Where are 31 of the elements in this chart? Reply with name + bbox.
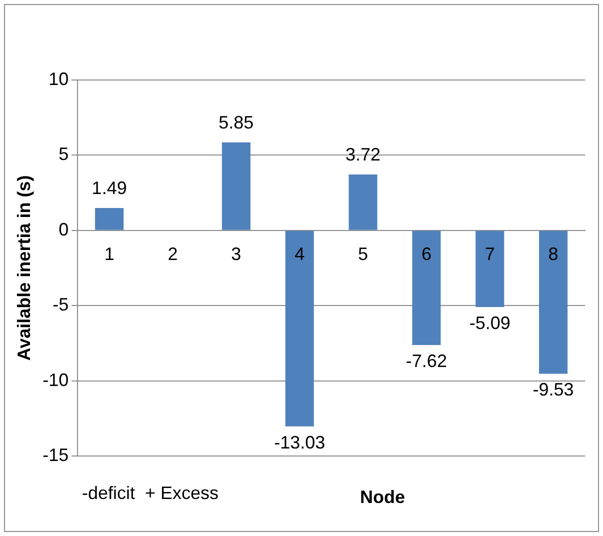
bar [95,208,124,230]
x-tick-label: 7 [484,244,495,264]
bar [285,230,314,426]
data-label: 3.72 [345,144,381,164]
data-label: 1.49 [92,178,127,198]
data-label: -13.03 [274,432,326,452]
y-tick-label: 0 [58,219,69,240]
bar [476,230,504,307]
bar [222,142,250,230]
data-label: -9.53 [532,380,574,400]
y-tick-label: -10 [42,370,69,390]
x-axis-title: Node [360,487,405,508]
x-tick-label: 1 [104,244,114,264]
data-label: -7.62 [406,350,447,371]
x-tick-label: 6 [421,244,432,264]
x-tick-label: 2 [168,244,178,264]
y-tick-label: -15 [42,444,69,465]
data-label: 5.85 [218,112,254,132]
y-axis-title: Available inertia in (s) [14,175,34,361]
x-tick-label: 5 [358,244,368,264]
data-label: -5.09 [469,312,510,333]
bar [412,230,441,346]
y-tick-label: 5 [58,144,69,164]
bar [539,230,568,374]
x-tick-label: 3 [231,244,242,264]
x-tick-label: 8 [548,244,558,264]
y-tick-label: -5 [52,294,69,315]
bar [348,174,378,230]
text: -deficit + Excess [82,483,219,504]
y-tick-label: 10 [48,68,69,89]
x-tick-label: 4 [294,244,305,264]
